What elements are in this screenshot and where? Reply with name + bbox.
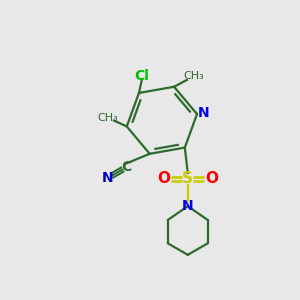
Text: S: S [182,171,193,186]
Text: N: N [198,106,209,120]
Text: C: C [122,160,132,174]
Text: N: N [182,199,194,213]
Text: O: O [206,171,218,186]
Text: N: N [102,171,114,185]
Text: O: O [157,171,170,186]
Text: CH₃: CH₃ [183,71,204,81]
Text: Cl: Cl [134,69,149,83]
Text: CH₃: CH₃ [97,112,118,123]
